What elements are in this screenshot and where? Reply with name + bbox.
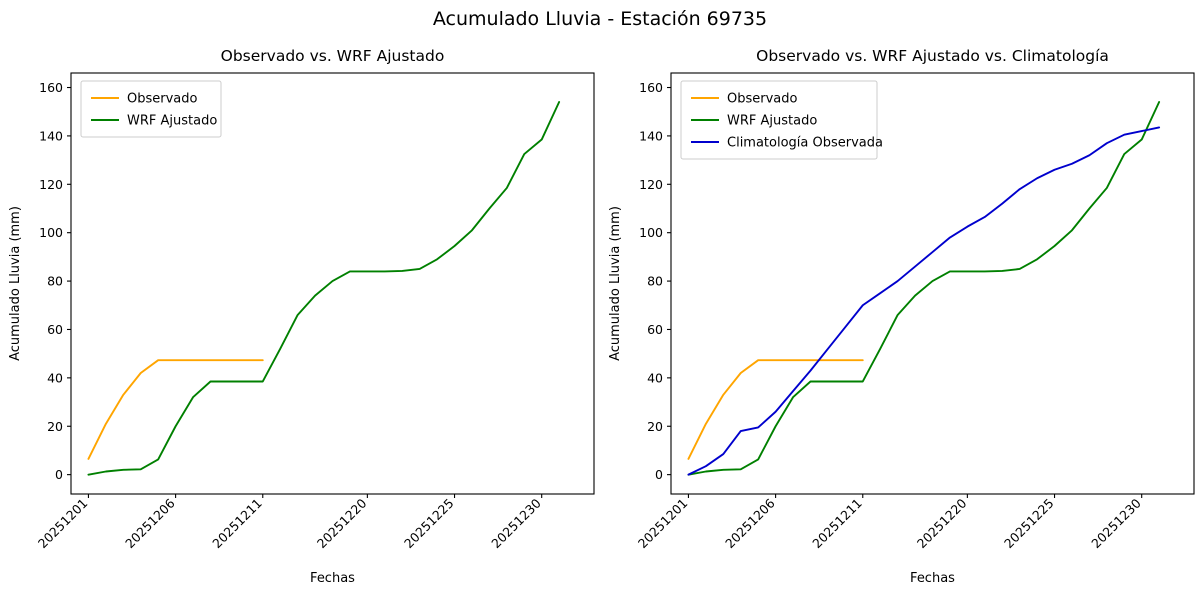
y-tick-label: 40 bbox=[47, 370, 63, 385]
series-line-observado bbox=[687, 359, 864, 460]
legend-label: WRF Ajustado bbox=[127, 114, 217, 129]
y-tick-label: 140 bbox=[39, 128, 63, 143]
y-tick-label: 120 bbox=[639, 177, 663, 192]
y-tick-label: 40 bbox=[647, 370, 663, 385]
axes-frame bbox=[670, 72, 1195, 495]
y-tick-label: 160 bbox=[639, 80, 663, 95]
x-axis-title: Fechas bbox=[910, 571, 955, 586]
series-line-wrf-ajustado bbox=[687, 101, 1161, 476]
y-tick-label: 140 bbox=[639, 128, 663, 143]
chart-panel-right-panel: Observado vs. WRF Ajustado vs. Climatolo… bbox=[608, 47, 1195, 586]
axes-frame bbox=[70, 72, 595, 495]
x-tick-label: 20251220 bbox=[914, 495, 970, 551]
y-tick-label: 100 bbox=[639, 225, 663, 240]
x-tick-label: 20251201 bbox=[635, 496, 691, 552]
legend-label: Observado bbox=[127, 92, 198, 107]
y-axis-title: Acumulado Lluvia (mm) bbox=[8, 206, 23, 361]
series-line-wrf-ajustado bbox=[87, 101, 561, 476]
x-tick-label: 20251211 bbox=[809, 496, 865, 552]
x-tick-label: 20251230 bbox=[488, 495, 544, 551]
legend-box bbox=[680, 80, 878, 160]
y-tick-label: 160 bbox=[39, 80, 63, 95]
subplot-title: Observado vs. WRF Ajustado bbox=[221, 47, 445, 65]
y-tick-label: 20 bbox=[47, 419, 63, 434]
chart-panel-left-panel: Observado vs. WRF Ajustado 0 20 40 60 80 100 12… bbox=[8, 47, 595, 586]
subplot-title: Observado vs. WRF Ajustado vs. Climatolo… bbox=[756, 47, 1109, 65]
legend-label: Climatología Observada bbox=[727, 136, 883, 151]
y-axis-title: Acumulado Lluvia (mm) bbox=[608, 206, 623, 361]
y-tick-label: 100 bbox=[39, 225, 63, 240]
figure-suptitle: Acumulado Lluvia - Estación 69735 bbox=[432, 8, 768, 30]
x-tick-label: 20251211 bbox=[209, 496, 265, 552]
y-tick-label: 80 bbox=[647, 274, 663, 289]
x-tick-label: 20251206 bbox=[722, 495, 778, 551]
y-tick-label: 120 bbox=[39, 177, 63, 192]
legend-label: Observado bbox=[727, 92, 798, 107]
x-tick-label: 20251220 bbox=[314, 495, 370, 551]
y-tick-label: 20 bbox=[647, 419, 663, 434]
y-tick-label: 60 bbox=[47, 322, 63, 337]
y-tick-label: 60 bbox=[647, 322, 663, 337]
series-line-observado bbox=[87, 359, 264, 460]
x-tick-label: 20251230 bbox=[1088, 495, 1144, 551]
x-axis-title: Fechas bbox=[310, 571, 355, 586]
legend-box bbox=[80, 80, 222, 138]
legend-label: WRF Ajustado bbox=[727, 114, 817, 129]
x-tick-label: 20251225 bbox=[401, 496, 457, 552]
y-tick-label: 80 bbox=[47, 274, 63, 289]
x-tick-label: 20251201 bbox=[35, 496, 91, 552]
x-tick-label: 20251206 bbox=[122, 495, 178, 551]
series-line-climatolog-a-observada bbox=[687, 126, 1161, 476]
x-tick-label: 20251225 bbox=[1001, 496, 1057, 552]
y-tick-label: 0 bbox=[55, 467, 63, 482]
y-tick-label: 0 bbox=[655, 467, 663, 482]
